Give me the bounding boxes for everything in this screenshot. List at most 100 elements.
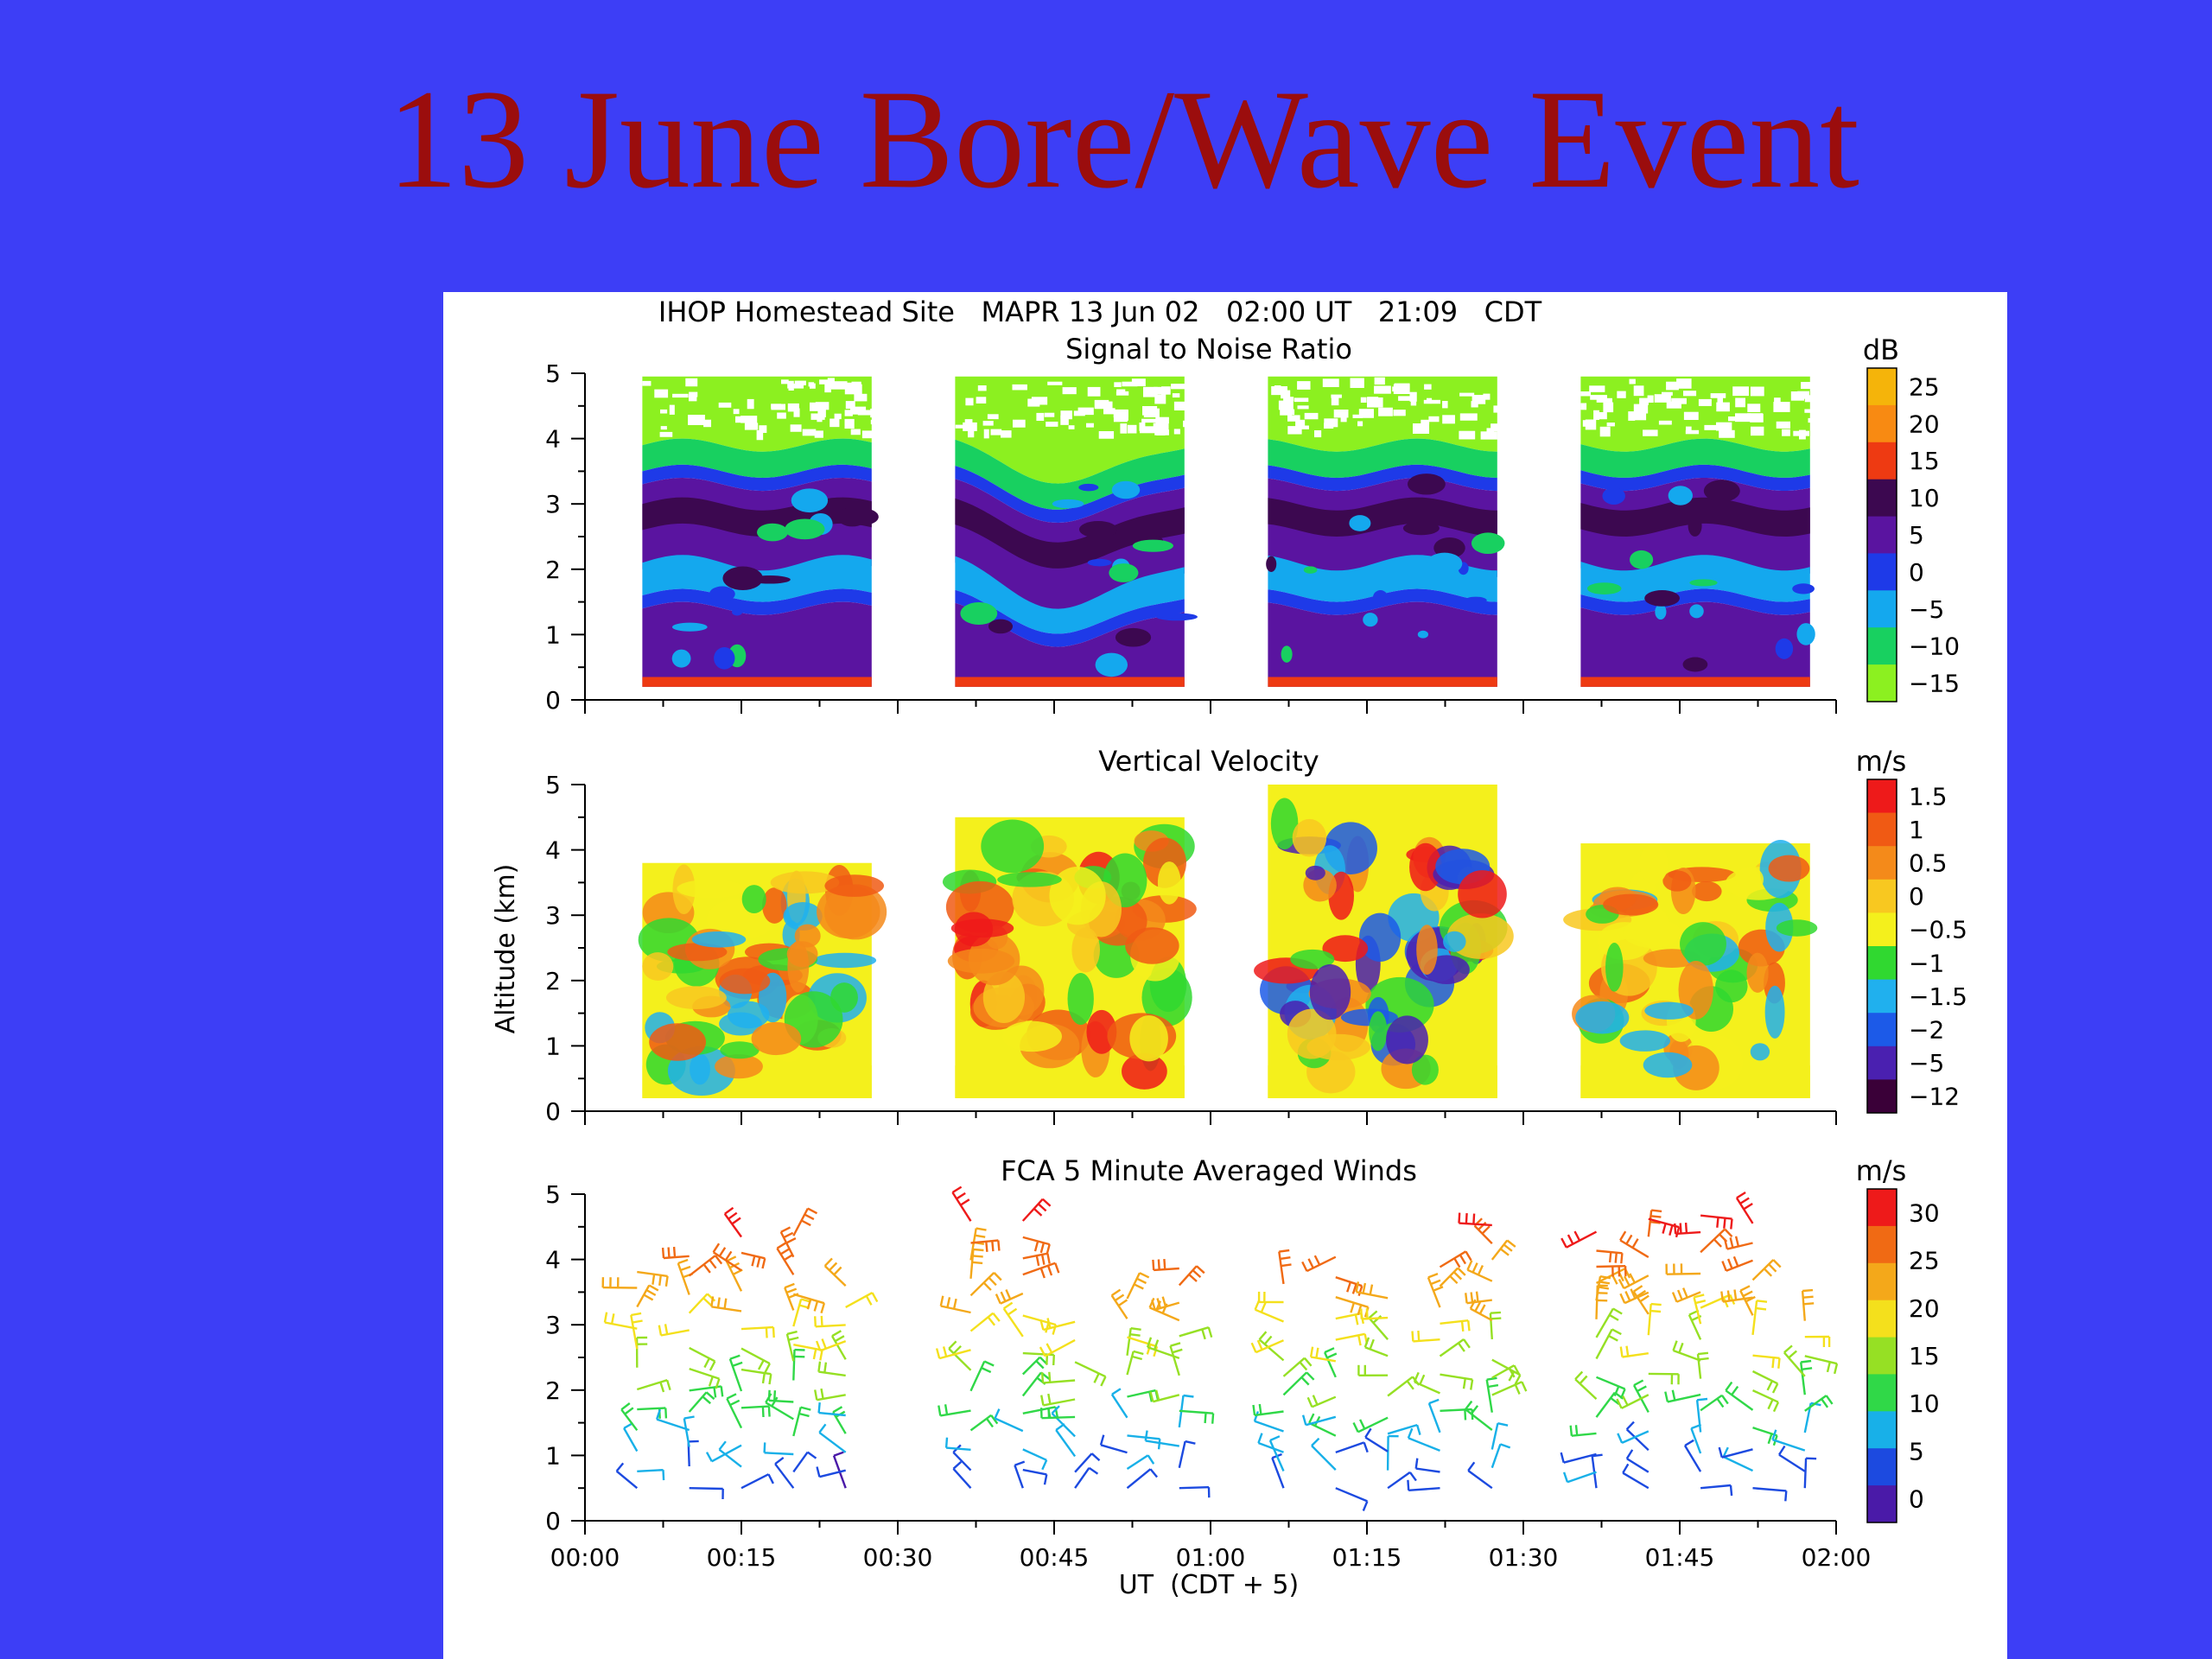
snr-speckle [861, 430, 877, 439]
wind-barb-flag [1616, 1398, 1623, 1409]
wind-barb-flag [997, 1240, 1001, 1251]
wind-barb-flag [823, 1362, 828, 1373]
wind-barb-flag [767, 1389, 771, 1401]
snr-speckle [1599, 426, 1611, 437]
wind-barb-flag [1675, 1226, 1681, 1238]
snr-speckle [1698, 398, 1712, 406]
wind-barb-flag [1093, 1372, 1100, 1383]
wind-barb-flag [658, 1325, 663, 1336]
snr-blue-lower [642, 588, 872, 615]
y-tick-label: 4 [545, 1246, 561, 1274]
snr-speckle [1676, 378, 1692, 389]
wind-barb-flag [992, 1312, 1001, 1322]
snr-lower-purple [642, 601, 872, 687]
wind-barb-flag [1211, 1413, 1215, 1424]
snr-speckle [790, 424, 802, 432]
snr-cyan-band [1580, 555, 1810, 602]
wind-barb-flag [956, 1192, 966, 1200]
wind-barb [792, 1451, 809, 1473]
wind-barb-flag [1726, 1290, 1731, 1301]
wind-barb [1408, 1487, 1440, 1491]
wind-barb-flag [1170, 1342, 1181, 1347]
snr-blob [1471, 532, 1505, 555]
wind-barb-flag [1427, 1272, 1439, 1279]
wind-barb [1491, 1422, 1499, 1450]
wind-barb-flag [1041, 1459, 1048, 1471]
wind-barb [1596, 1376, 1626, 1390]
snr-speckle [983, 429, 989, 439]
wind-barb-flag [1306, 1396, 1313, 1408]
wind-barb-flag [971, 1261, 983, 1265]
wind-barb-flag [1408, 1471, 1417, 1482]
snr-speckle [1774, 397, 1781, 405]
wind-barb [1801, 1290, 1806, 1321]
colorbar: 30 25 20 15 10 5 0 [1866, 1188, 1940, 1523]
wind-barb-flag [801, 1219, 811, 1227]
wind-barb [1466, 1299, 1492, 1305]
wind-barb-flag [1672, 1340, 1678, 1351]
wind-barb [1271, 1457, 1285, 1489]
velocity-blob [1458, 870, 1507, 918]
wind-barb-flag [1007, 1307, 1018, 1316]
wind-barb-flag [1630, 1288, 1637, 1300]
wind-barb [969, 1360, 986, 1392]
wind-barb [1700, 1228, 1726, 1254]
snr-segment [955, 376, 1198, 687]
wind-barb-flag [610, 1313, 615, 1325]
wind-barb-flag [772, 1326, 775, 1338]
velocity-blob [762, 887, 787, 924]
snr-blob [1111, 480, 1141, 499]
y-tick-label: 1 [545, 1441, 561, 1470]
snr-heatmap [642, 376, 1824, 687]
snr-speckle [987, 414, 999, 420]
velocity-blob [783, 901, 823, 931]
velocity-blob [1309, 963, 1351, 1020]
wind-barb-flag [706, 1293, 716, 1302]
y-tick-label: 5 [545, 771, 561, 799]
snr-speckle [1114, 382, 1122, 387]
wind-barb-flag [615, 1462, 625, 1472]
wind-barb [1308, 1421, 1337, 1437]
wind-barb-flag [1368, 1310, 1378, 1319]
wind-barb-flag [680, 1265, 691, 1272]
wind-barb-flag [664, 1275, 669, 1287]
wind-barb [689, 1487, 723, 1491]
wind-barb [1154, 1267, 1179, 1272]
snr-speckle [1424, 384, 1432, 390]
wind-barb-flag [1720, 1291, 1725, 1302]
wind-barb [969, 1312, 995, 1332]
wind-barb-flag [1360, 1308, 1363, 1319]
wind-barb [711, 1444, 742, 1463]
snr-speckle [1716, 422, 1732, 431]
wind-barb-flag [1415, 1424, 1421, 1435]
wind-barb-flag [1052, 1354, 1055, 1366]
snr-speckle [1142, 406, 1158, 416]
snr-speckle [1683, 411, 1699, 420]
wind-barb [1361, 1316, 1389, 1320]
wind-barb-flag [1726, 1258, 1733, 1269]
wind-barb-flag [1767, 1433, 1773, 1445]
wind-barb-flag [1088, 1466, 1099, 1475]
wind-barb [1145, 1440, 1179, 1447]
wind-barb [1574, 1378, 1598, 1400]
snr-blue-lower [1580, 588, 1810, 615]
snr-speckle [1398, 396, 1414, 401]
wind-barb [1803, 1458, 1808, 1489]
wind-barb-flag [1499, 1443, 1511, 1449]
wind-barb [1427, 1276, 1441, 1308]
wind-barb-flag [1351, 1283, 1357, 1294]
wind-barb [1595, 1268, 1626, 1284]
snr-blob [1078, 483, 1099, 492]
wind-barb-flag [1771, 1382, 1779, 1394]
wind-barb [1735, 1197, 1754, 1224]
wind-barb [1126, 1468, 1152, 1490]
snr-panel-title: Signal to Noise Ratio [1065, 333, 1352, 365]
snr-segment [1266, 376, 1505, 687]
wind-barb [764, 1452, 794, 1456]
snr-blob [1132, 539, 1173, 552]
wind-barb [1335, 1332, 1365, 1341]
velocity-blob [1644, 1001, 1694, 1020]
wind-barb-flag [718, 1440, 727, 1451]
mapr-figure: IHOP Homestead Site MAPR 13 Jun 02 02:00… [443, 292, 2007, 1659]
wind-barb [1623, 1274, 1649, 1290]
